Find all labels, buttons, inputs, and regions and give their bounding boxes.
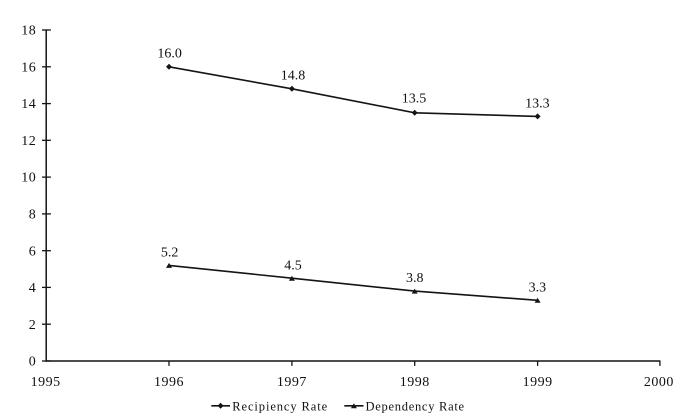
- svg-text:1998: 1998: [400, 375, 430, 390]
- svg-text:3.3: 3.3: [529, 281, 547, 296]
- svg-text:10: 10: [21, 171, 36, 186]
- svg-text:13.3: 13.3: [525, 96, 550, 111]
- svg-text:Dependency Rate: Dependency Rate: [366, 399, 465, 413]
- svg-text:1996: 1996: [154, 375, 184, 390]
- svg-text:12: 12: [21, 134, 36, 149]
- svg-text:16: 16: [21, 60, 36, 75]
- svg-text:14.8: 14.8: [281, 68, 306, 83]
- svg-text:1997: 1997: [277, 375, 307, 390]
- svg-text:16.0: 16.0: [157, 47, 182, 62]
- svg-text:1995: 1995: [31, 375, 61, 390]
- svg-text:6: 6: [29, 244, 37, 259]
- svg-text:0: 0: [29, 355, 37, 370]
- svg-text:13.5: 13.5: [402, 92, 427, 107]
- svg-text:2: 2: [29, 318, 37, 333]
- svg-text:3.8: 3.8: [406, 271, 424, 286]
- svg-text:1999: 1999: [523, 375, 553, 390]
- svg-text:5.2: 5.2: [161, 246, 179, 261]
- svg-text:4.5: 4.5: [284, 258, 302, 273]
- svg-text:Recipiency Rate: Recipiency Rate: [232, 399, 328, 413]
- svg-text:2000: 2000: [644, 375, 674, 390]
- svg-text:18: 18: [21, 24, 36, 39]
- svg-text:4: 4: [29, 281, 37, 296]
- svg-text:8: 8: [29, 208, 37, 223]
- svg-text:14: 14: [21, 97, 36, 112]
